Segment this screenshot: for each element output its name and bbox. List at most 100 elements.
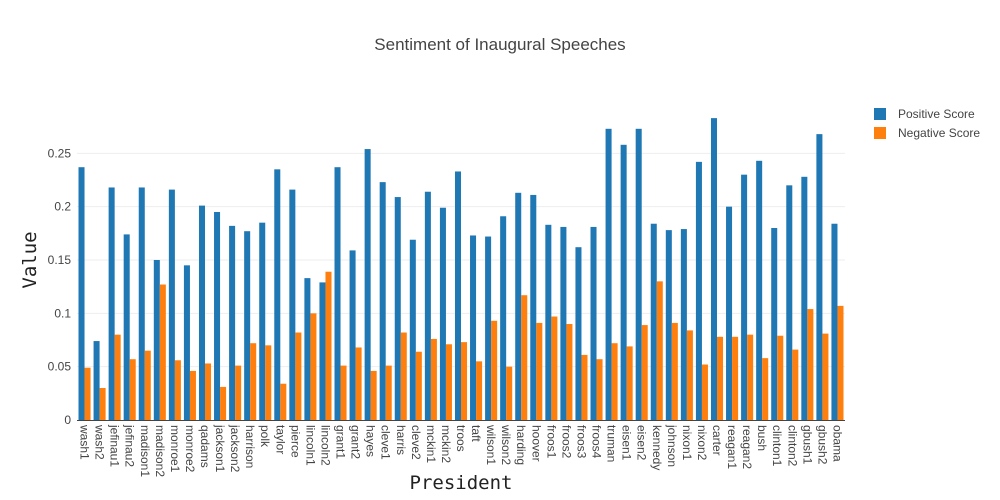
x-tick-label: nixon2 xyxy=(695,425,709,461)
negative-score-bar xyxy=(476,361,483,420)
negative-score-bar xyxy=(415,351,422,420)
x-tick-label: nixon1 xyxy=(680,425,694,461)
negative-score-bar xyxy=(656,281,663,420)
negative-score-bar xyxy=(611,343,618,420)
x-tick-label: mckin2 xyxy=(439,425,453,463)
positive-score-bar xyxy=(394,197,401,420)
negative-score-bar xyxy=(385,365,392,420)
x-tick-label: harding xyxy=(514,425,528,465)
positive-score-bar xyxy=(123,234,130,420)
x-tick-label: jackson1 xyxy=(213,424,227,473)
negative-score-bar xyxy=(717,336,724,420)
x-tick-label: qadams xyxy=(198,425,212,468)
positive-score-bar xyxy=(274,169,281,420)
x-tick-label: obama xyxy=(830,425,844,462)
positive-score-bar xyxy=(786,185,793,420)
negative-score-bar xyxy=(596,359,603,420)
positive-score-bar xyxy=(304,278,311,420)
negative-score-bar xyxy=(686,330,693,420)
x-tick-label: grant2 xyxy=(349,425,363,459)
x-tick-label: clinton2 xyxy=(785,425,799,467)
y-tick-label: 0.1 xyxy=(54,306,71,320)
x-tick-label: jefinau1 xyxy=(108,424,122,467)
negative-score-bar xyxy=(84,367,91,420)
x-tick-label: wilson1 xyxy=(484,424,498,465)
x-tick-label: monroe2 xyxy=(183,425,197,473)
x-axis-title: President xyxy=(410,472,513,494)
positive-score-bar xyxy=(168,189,175,420)
negative-score-bar xyxy=(325,271,332,420)
negative-score-bar xyxy=(220,386,227,420)
negative-score-bar xyxy=(174,360,181,420)
positive-score-bar xyxy=(319,282,326,420)
negative-score-bar xyxy=(430,338,437,420)
positive-score-bar xyxy=(439,207,446,420)
x-tick-label: reagan1 xyxy=(725,425,739,469)
x-tick-label: gbush2 xyxy=(815,425,829,465)
negative-score-bar xyxy=(837,305,844,420)
positive-score-bar xyxy=(605,128,612,421)
positive-score-bar xyxy=(515,192,522,420)
negative-score-bar xyxy=(581,354,588,420)
chart-title: Sentiment of Inaugural Speeches xyxy=(374,35,625,54)
positive-score-bar xyxy=(831,223,838,420)
negative-score-bar xyxy=(445,344,452,420)
x-tick-label: froos3 xyxy=(574,425,588,459)
negative-score-bar xyxy=(461,342,468,420)
negative-score-bar xyxy=(295,332,302,420)
x-tick-label: froos4 xyxy=(590,425,604,459)
legend-label[interactable]: Positive Score xyxy=(898,107,975,121)
x-tick-label: froos1 xyxy=(544,425,558,459)
positive-score-bar xyxy=(349,250,356,420)
positive-score-bar xyxy=(816,134,823,420)
negative-score-bar xyxy=(310,313,317,420)
legend-label[interactable]: Negative Score xyxy=(898,126,980,140)
positive-score-bar xyxy=(500,216,507,420)
positive-score-bar xyxy=(695,161,702,420)
negative-score-bar xyxy=(792,349,799,420)
positive-score-bar xyxy=(138,187,145,420)
x-tick-label: wilson2 xyxy=(499,424,513,465)
negative-score-bar xyxy=(235,365,242,420)
negative-score-bar xyxy=(747,334,754,420)
x-tick-label: grant1 xyxy=(334,425,348,459)
positive-score-bar xyxy=(364,149,371,421)
positive-score-bar xyxy=(635,128,642,421)
positive-score-bar xyxy=(485,236,492,420)
positive-score-bar xyxy=(108,187,115,420)
positive-score-bar xyxy=(244,231,251,420)
negative-score-bar xyxy=(626,346,633,420)
positive-score-bar xyxy=(801,176,808,420)
positive-score-bar xyxy=(259,222,266,420)
x-tick-label: wash1 xyxy=(78,424,92,460)
negative-score-bar xyxy=(807,309,814,420)
x-tick-label: madison1 xyxy=(138,425,152,477)
positive-score-bar xyxy=(214,212,221,420)
negative-score-bar xyxy=(777,335,784,420)
positive-score-bar xyxy=(229,225,236,420)
x-tick-label: johnson xyxy=(665,424,679,467)
legend-swatch xyxy=(874,108,886,120)
x-tick-label: carter xyxy=(710,425,724,456)
negative-score-bar xyxy=(355,347,362,420)
positive-score-bar xyxy=(545,224,552,420)
positive-score-bar xyxy=(560,226,567,420)
x-tick-label: monroe1 xyxy=(168,425,182,473)
x-axis-ticks: wash1 wash2 jefinau1 jefinau2 madison1 madiso… xyxy=(78,424,845,477)
negative-score-bar xyxy=(265,345,272,420)
bars xyxy=(78,118,844,421)
negative-score-bar xyxy=(762,358,769,420)
positive-score-bar xyxy=(470,235,477,420)
negative-score-bar xyxy=(641,325,648,420)
positive-score-bar xyxy=(756,160,763,421)
x-tick-label: cleve1 xyxy=(379,425,393,460)
negative-score-bar xyxy=(701,364,708,420)
x-tick-label: bush xyxy=(755,425,769,451)
x-tick-label: reagan2 xyxy=(740,425,754,469)
negative-score-bar xyxy=(144,350,151,420)
positive-score-bar xyxy=(680,229,687,420)
x-tick-label: wash2 xyxy=(93,424,107,460)
x-tick-label: eisen2 xyxy=(635,425,649,461)
x-tick-label: eisen1 xyxy=(620,425,634,461)
x-tick-label: hoover xyxy=(529,425,543,462)
